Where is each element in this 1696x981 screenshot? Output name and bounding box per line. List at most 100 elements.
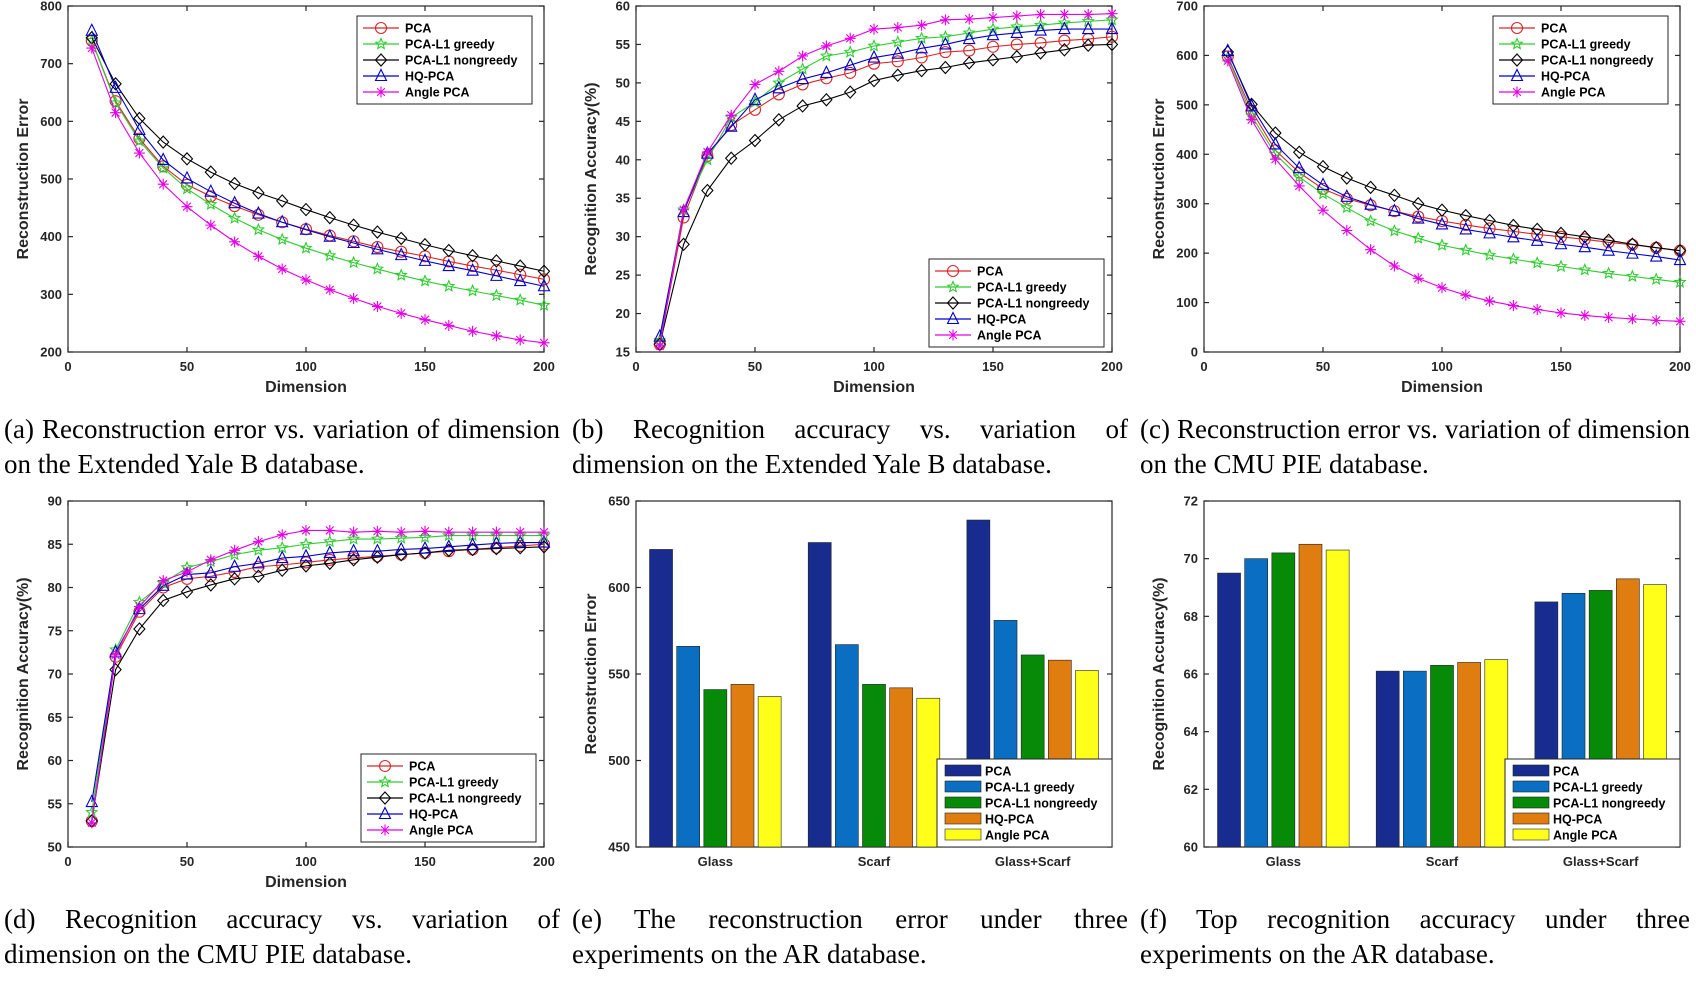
x-tick-label: 50 bbox=[180, 854, 194, 869]
data-point-pca-l1-greedy bbox=[819, 49, 833, 62]
data-point-pca bbox=[939, 46, 952, 59]
chart-a-svg: 200 300 400 500 600 700 800 0 50 100 150 200 Dimensi… bbox=[15, 0, 555, 396]
data-point-hq-pca bbox=[1105, 21, 1119, 35]
data-point-pca-l1-nongreedy bbox=[275, 563, 289, 578]
data-point-pca-l1-greedy bbox=[180, 181, 194, 195]
data-point-hq-pca bbox=[1269, 136, 1282, 150]
data-point-pca-l1-nongreedy bbox=[180, 585, 194, 599]
data-point-angle-pca bbox=[157, 178, 169, 190]
data-point-pca-l1-nongreedy bbox=[323, 210, 337, 225]
chart-panel-f: 60 62 64 66 68 70 72 Recognition Accuracy(%) Gla… bbox=[1136, 494, 1696, 895]
legend-swatch-hq-pca bbox=[944, 812, 982, 825]
data-point-hq-pca bbox=[772, 80, 786, 94]
data-point-hq-pca bbox=[748, 92, 762, 105]
y-tick-label: 55 bbox=[616, 37, 630, 52]
data-point-hq-pca bbox=[1435, 216, 1449, 230]
data-point-hq-pca bbox=[537, 278, 551, 292]
data-point-hq-pca bbox=[418, 540, 432, 554]
data-point-pca-l1-nongreedy bbox=[418, 546, 432, 560]
series-pca-l1-greedy bbox=[1221, 50, 1687, 288]
data-point-hq-pca bbox=[939, 36, 952, 50]
data-point-angle-pca bbox=[252, 536, 264, 548]
data-point-angle-pca bbox=[1507, 300, 1519, 312]
data-point-pca-l1-greedy bbox=[537, 528, 551, 542]
data-point-pca-l1-nongreedy bbox=[1105, 37, 1119, 52]
legend-label-pca-l1-greedy: PCA-L1 greedy bbox=[985, 781, 1075, 795]
data-point-angle-pca bbox=[1106, 8, 1118, 20]
chart-panel-b: 15 20 25 30 35 40 45 50 55 60 0 50 100 150 200 Dimensio… bbox=[568, 0, 1128, 400]
data-point-pca-l1-greedy bbox=[323, 248, 337, 262]
legend-label-pca-l1-nongreedy: PCA-L1 nongreedy bbox=[1553, 797, 1666, 811]
chart-panel-a: 200 300 400 500 600 700 800 0 50 100 150 200 Dimensi… bbox=[0, 0, 560, 400]
data-point-pca-l1-nongreedy bbox=[677, 237, 690, 252]
data-point-hq-pca bbox=[133, 122, 146, 136]
legend-label-angle-pca: Angle PCA bbox=[1541, 86, 1606, 100]
data-point-angle-pca bbox=[276, 263, 288, 275]
y-tick-label: 500 bbox=[40, 172, 62, 187]
legend-swatch-pca-l1-nongreedy bbox=[1512, 796, 1550, 809]
data-point-pca-l1-greedy bbox=[513, 293, 527, 306]
data-point-pca-l1-nongreedy bbox=[843, 85, 857, 99]
data-point-pca bbox=[180, 178, 194, 191]
x-axis-label: Dimension bbox=[265, 874, 347, 891]
data-point-hq-pca bbox=[228, 195, 241, 209]
data-point-angle-pca bbox=[133, 147, 145, 159]
x-tick-label: 100 bbox=[863, 359, 885, 374]
legend-c: PCA PCA-L1 greedy PCA-L1 nongreedy HQ-PCA An… bbox=[1492, 15, 1669, 105]
legend-swatch-pca-l1-greedy bbox=[1512, 780, 1550, 793]
data-point-pca-l1-nongreedy bbox=[796, 99, 809, 113]
data-point-hq-pca bbox=[513, 534, 527, 548]
x-tick-label: Glass bbox=[1266, 854, 1301, 869]
data-point-pca-l1-greedy bbox=[370, 532, 384, 545]
legend-swatch-angle-pca bbox=[1512, 828, 1550, 841]
data-point-pca-l1-greedy bbox=[442, 528, 456, 542]
data-point-angle-pca bbox=[348, 292, 360, 304]
data-point-pca-l1-greedy bbox=[1364, 214, 1378, 227]
y-tick-label: 20 bbox=[616, 306, 630, 321]
data-point-pca-l1-greedy bbox=[1673, 275, 1687, 288]
legend-marker-angle-pca bbox=[379, 824, 391, 836]
data-point-angle-pca bbox=[1412, 272, 1424, 284]
y-tick-label: 85 bbox=[48, 537, 62, 552]
data-point-pca-l1-greedy bbox=[228, 547, 242, 561]
data-point-pca bbox=[1554, 230, 1568, 243]
data-point-angle-pca bbox=[963, 13, 975, 25]
data-point-pca-l1-greedy bbox=[275, 540, 289, 554]
y-tick-label: 650 bbox=[608, 494, 630, 509]
legend-marker-hq-pca bbox=[1510, 68, 1524, 82]
data-point-angle-pca bbox=[252, 250, 264, 262]
data-point-pca bbox=[844, 66, 857, 79]
data-point-pca-l1-greedy bbox=[251, 543, 265, 556]
data-point-angle-pca bbox=[1436, 282, 1448, 294]
x-tick-label: Scarf bbox=[1426, 854, 1459, 869]
y-tick-label: 0 bbox=[1191, 345, 1198, 360]
data-point-hq-pca bbox=[156, 578, 170, 591]
chart-panel-c: 0 100 200 300 400 500 600 700 0 50 100 150 200 Dimens… bbox=[1136, 0, 1696, 400]
legend-marker-pca-l1-nongreedy bbox=[1510, 53, 1524, 67]
data-point-hq-pca bbox=[1364, 196, 1377, 210]
axes-e: 450 500 550 600 650 Reconstruction Error Glass… bbox=[583, 494, 1113, 869]
data-point-hq-pca bbox=[724, 118, 738, 132]
data-point-pca-l1-nongreedy bbox=[1411, 196, 1425, 211]
data-point-pca bbox=[1105, 30, 1119, 43]
legend-f: PCA PCA-L1 greedy PCA-L1 nongreedy HQ-PCA An… bbox=[1504, 758, 1681, 848]
legend-label-hq-pca: HQ-PCA bbox=[977, 313, 1026, 327]
chart-e-svg: 450 500 550 600 650 Reconstruction Error Glass… bbox=[583, 494, 1113, 869]
data-point-angle-pca bbox=[701, 146, 713, 158]
legend-label-pca-l1-nongreedy: PCA-L1 nongreedy bbox=[985, 797, 1098, 811]
data-point-hq-pca bbox=[1245, 98, 1258, 112]
legend-label-hq-pca: HQ-PCA bbox=[1541, 70, 1590, 84]
data-point-hq-pca bbox=[1554, 236, 1568, 250]
data-point-pca-l1-nongreedy bbox=[939, 60, 952, 75]
bar-pca-scarf bbox=[807, 542, 832, 848]
legend-label-angle-pca: Angle PCA bbox=[405, 86, 470, 100]
data-point-hq-pca bbox=[275, 550, 289, 564]
data-point-pca-l1-nongreedy bbox=[537, 540, 551, 554]
data-point-angle-pca bbox=[538, 337, 550, 349]
x-tick-label: 150 bbox=[414, 854, 436, 869]
y-tick-label: 50 bbox=[48, 840, 62, 855]
y-tick-label: 40 bbox=[616, 152, 630, 167]
data-point-hq-pca bbox=[371, 543, 384, 557]
series-line-hq-pca bbox=[1227, 50, 1681, 261]
data-point-pca-l1-greedy bbox=[513, 528, 527, 542]
